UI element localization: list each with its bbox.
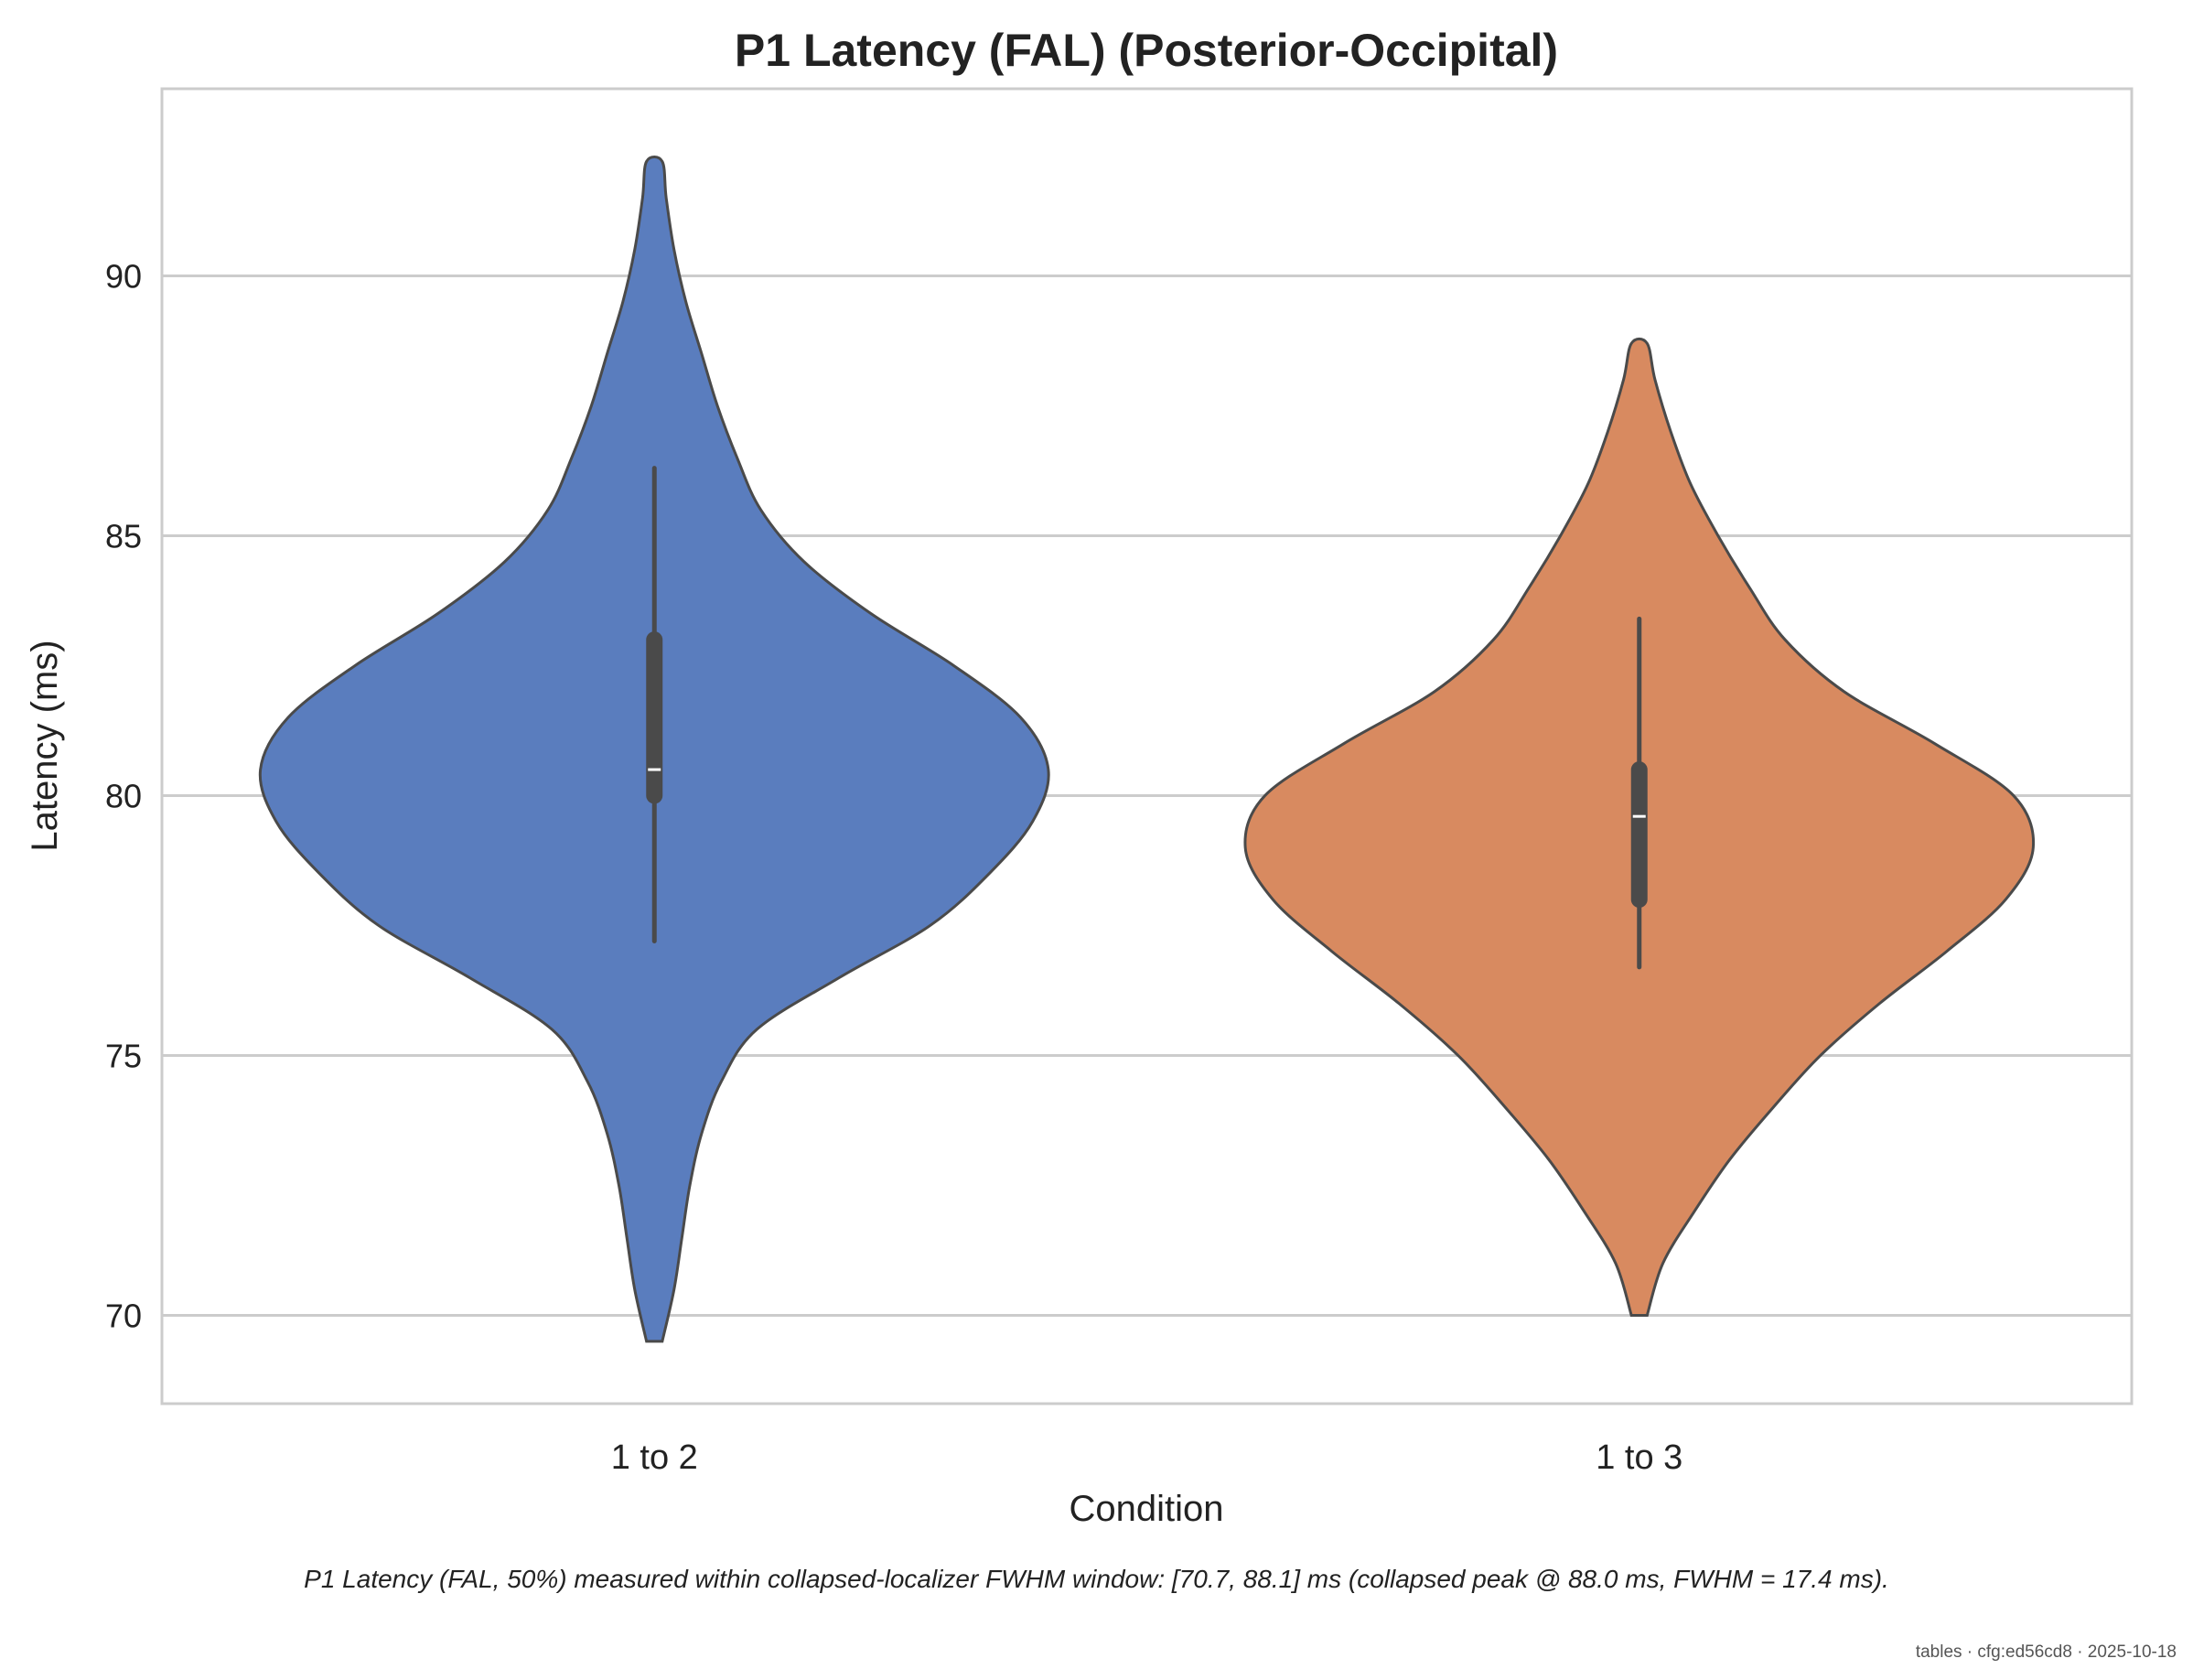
violins (258, 156, 2036, 1343)
x-tick-label: 1 to 3 (1596, 1438, 1682, 1477)
chart-title: P1 Latency (FAL) (Posterior-Occipital) (735, 25, 1558, 76)
y-tick-label: 75 (105, 1037, 142, 1074)
footnote: P1 Latency (FAL, 50%) measured within co… (304, 1565, 1889, 1593)
x-axis-label: Condition (1069, 1489, 1223, 1529)
plot-frame (160, 87, 2134, 1405)
x-tick-labels: 1 to 2 1 to 3 (611, 1438, 1683, 1477)
y-axis-label: Latency (ms) (25, 640, 65, 851)
y-tick-label: 80 (105, 777, 142, 814)
config-stamp: tables · cfg:ed56cd8 · 2025-10-18 (1915, 1642, 2177, 1662)
y-tick-labels: 70 75 80 85 90 (105, 257, 142, 1334)
x-tick-label: 1 to 2 (611, 1438, 698, 1477)
y-tick-label: 85 (105, 517, 142, 555)
y-tick-label: 70 (105, 1297, 142, 1334)
y-tick-label: 90 (105, 257, 142, 295)
